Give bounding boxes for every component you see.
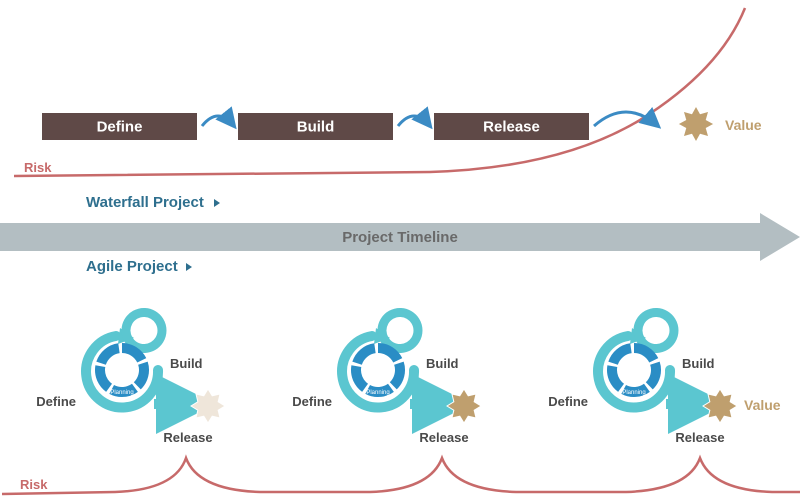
agile-build-label-0: Build [170, 356, 203, 371]
agile-cycle-seg-2-1 [649, 363, 656, 386]
agile-build-label-1: Build [426, 356, 459, 371]
waterfall-risk-label: Risk [24, 160, 52, 175]
agile-risk-curve [2, 458, 800, 494]
agile-cycle-seg-1-0 [378, 348, 398, 360]
waterfall-value-label: Value [725, 117, 762, 133]
agile-cycle-seg-0-1 [137, 363, 144, 386]
agile-value-star-0 [191, 389, 225, 423]
agile-cycle-seg-1-1 [393, 363, 400, 386]
triangle-icon [186, 263, 192, 271]
waterfall-arrow-0 [202, 116, 234, 126]
waterfall-risk-curve [14, 8, 745, 176]
agile-cycle-seg-0-0 [122, 348, 142, 360]
agile-cycle-seg-1-4 [357, 348, 375, 363]
agile-define-label-1: Define [292, 394, 332, 409]
triangle-icon [214, 199, 220, 207]
waterfall-phase-label-build: Build [297, 119, 335, 136]
waterfall-phase-label-release: Release [483, 119, 540, 136]
waterfall-arrow-1 [398, 116, 430, 126]
section-label-waterfall: Waterfall Project [86, 194, 204, 211]
agile-value-star-2 [703, 389, 737, 423]
agile-cycle-seg-0-3 [100, 366, 109, 388]
agile-release-label-2: Release [675, 430, 724, 445]
agile-cycle-seg-2-3 [612, 366, 621, 388]
section-label-agile: Agile Project [86, 258, 178, 275]
agile-cycle-seg-label-1: Planning [366, 390, 389, 396]
agile-cycle-seg-1-3 [356, 366, 365, 388]
agile-cycle-seg-2-4 [613, 348, 631, 363]
waterfall-phase-label-define: Define [97, 119, 143, 136]
agile-value-label: Value [744, 397, 781, 413]
agile-release-label-0: Release [163, 430, 212, 445]
agile-value-star-1 [447, 389, 481, 423]
agile-cycle-loop-2 [638, 313, 674, 349]
agile-build-label-2: Build [682, 356, 715, 371]
agile-cycle-seg-label-0: Planning [110, 390, 133, 396]
agile-cycle-loop-1 [382, 313, 418, 349]
waterfall-value-star [678, 106, 714, 142]
agile-cycle-seg-label-2: Planning [622, 390, 645, 396]
agile-cycle-seg-2-0 [634, 348, 654, 360]
timeline-label: Project Timeline [342, 229, 458, 246]
agile-cycle-seg-0-4 [101, 348, 119, 363]
agile-define-label-2: Define [548, 394, 588, 409]
agile-release-label-1: Release [419, 430, 468, 445]
agile-risk-label: Risk [20, 477, 48, 492]
agile-cycle-loop-0 [126, 313, 162, 349]
agile-define-label-0: Define [36, 394, 76, 409]
